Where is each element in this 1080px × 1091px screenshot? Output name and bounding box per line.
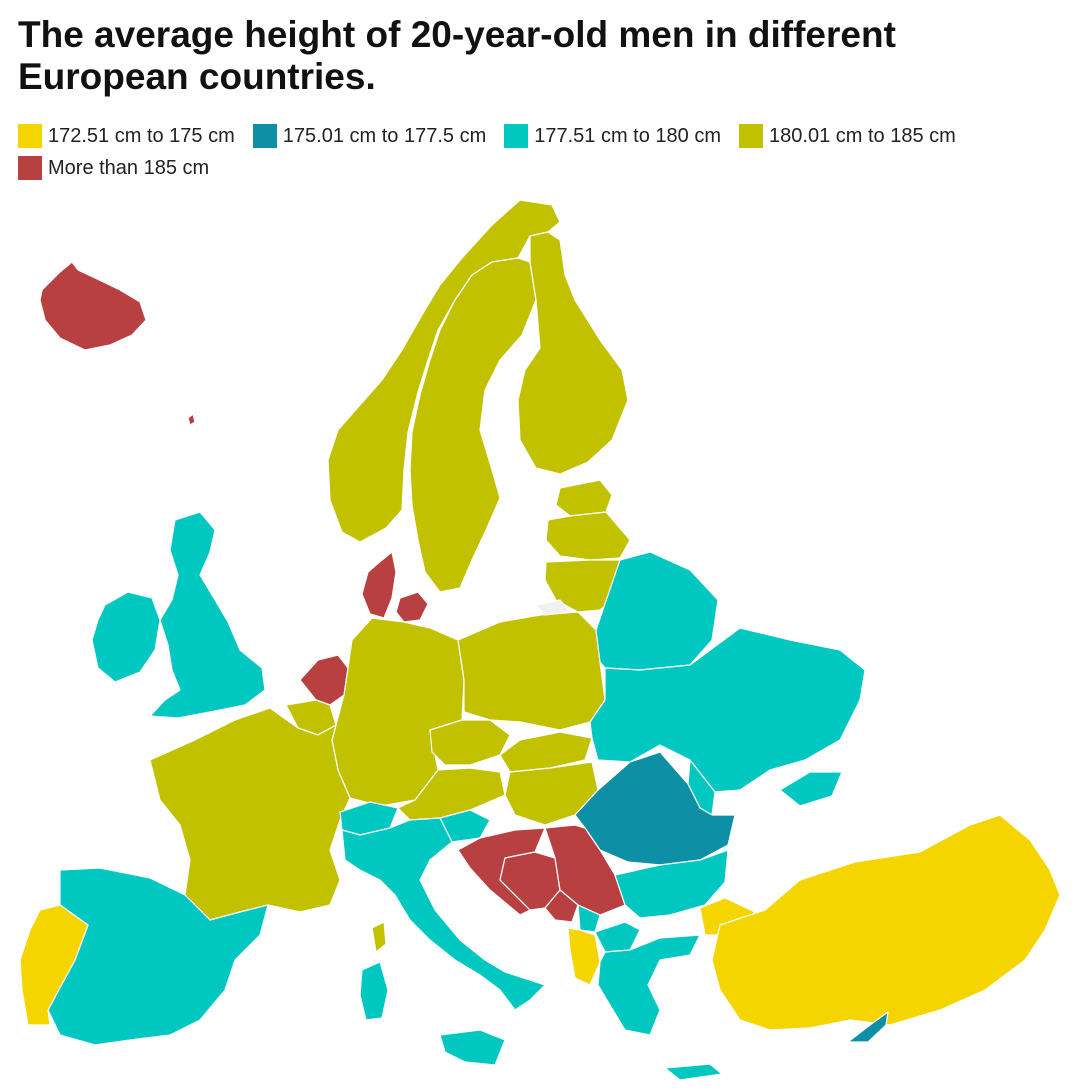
legend-item-177-180: 177.51 cm to 180 cm bbox=[504, 124, 721, 148]
region-czechia bbox=[429, 719, 511, 766]
region-germany bbox=[331, 617, 465, 807]
region-sicily bbox=[439, 1029, 506, 1066]
region-bulgaria bbox=[614, 849, 729, 919]
legend-label: 172.51 cm to 175 cm bbox=[48, 124, 235, 147]
region-norway bbox=[327, 199, 561, 543]
legend-label: 175.01 cm to 177.5 cm bbox=[282, 124, 487, 147]
region-crimea bbox=[779, 771, 843, 807]
europe-map bbox=[19, 199, 1061, 1081]
region-iceland bbox=[39, 261, 147, 351]
region-finland bbox=[517, 231, 629, 475]
region-corsica bbox=[371, 921, 387, 953]
region-france bbox=[149, 707, 351, 921]
region-uk bbox=[149, 511, 266, 719]
region-italy bbox=[341, 817, 546, 1011]
map-title: The average height of 20-year-old men in… bbox=[18, 14, 896, 97]
region-lithuania bbox=[544, 559, 626, 613]
region-sweden bbox=[409, 257, 537, 593]
region-denmark bbox=[361, 551, 397, 619]
region-albania bbox=[567, 927, 601, 986]
region-ireland bbox=[91, 591, 161, 683]
region-crete bbox=[664, 1063, 723, 1081]
region-montenegro bbox=[544, 889, 579, 923]
region-portugal bbox=[19, 904, 89, 1026]
region-cyprus bbox=[847, 1011, 889, 1043]
legend-label: More than 185 cm bbox=[48, 156, 210, 179]
legend-swatch bbox=[18, 156, 42, 180]
region-poland bbox=[457, 611, 606, 731]
legend-item-172-175: 172.51 cm to 175 cm bbox=[18, 124, 235, 148]
legend-row-1: 172.51 cm to 175 cm 175.01 cm to 177.5 c… bbox=[18, 121, 1058, 151]
legend-label: 177.51 cm to 180 cm bbox=[534, 124, 722, 147]
region-belarus bbox=[595, 551, 719, 671]
region-kaliningrad bbox=[535, 599, 571, 616]
legend-item-175-177: 175.01 cm to 177.5 cm bbox=[252, 124, 487, 148]
legend-swatch bbox=[252, 124, 277, 148]
legend: 172.51 cm to 175 cm 175.01 cm to 177.5 c… bbox=[18, 121, 1058, 185]
region-netherlands bbox=[299, 654, 349, 706]
region-turkey bbox=[711, 814, 1061, 1031]
legend-swatch bbox=[739, 124, 764, 148]
legend-swatch bbox=[504, 124, 529, 148]
region-estonia bbox=[555, 479, 613, 517]
region-denmark-islands bbox=[395, 591, 429, 623]
region-ukraine bbox=[589, 627, 866, 793]
legend-label: 180.01 cm to 185 cm bbox=[769, 124, 956, 147]
region-north-macedonia bbox=[594, 921, 641, 953]
legend-item-over-185: More than 185 cm bbox=[18, 156, 209, 180]
region-greece bbox=[597, 934, 701, 1036]
region-latvia bbox=[545, 511, 631, 561]
legend-row-2: More than 185 cm bbox=[18, 153, 1058, 183]
legend-item-180-185: 180.01 cm to 185 cm bbox=[739, 124, 956, 148]
legend-swatch bbox=[18, 124, 42, 148]
region-sardinia bbox=[359, 961, 389, 1021]
region-faroe bbox=[187, 413, 196, 426]
